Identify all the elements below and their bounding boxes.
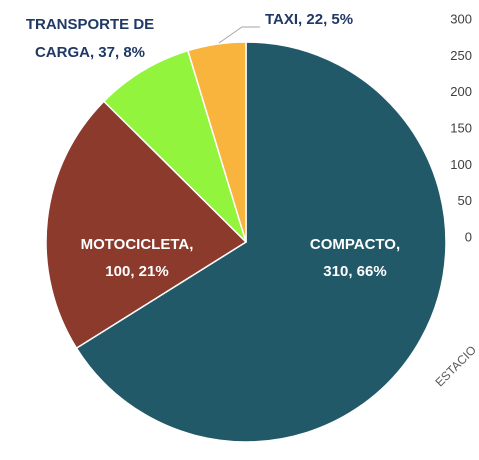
data-label: MOTOCICLETA, xyxy=(81,236,194,253)
pie-slice xyxy=(102,49,247,243)
pie-slice xyxy=(75,41,447,443)
data-label: 100, 21% xyxy=(105,263,168,280)
leader-line xyxy=(218,26,260,44)
data-label: TAXI, 22, 5% xyxy=(265,11,353,28)
data-label: CARGA, 37, 8% xyxy=(35,44,145,61)
y-tick-label: 0 xyxy=(465,229,472,244)
x-tick-label: ESTACIO xyxy=(432,343,479,390)
y-tick-label: 100 xyxy=(450,157,472,172)
pie-slice xyxy=(45,100,248,350)
y-tick-label: 300 xyxy=(450,11,472,26)
y-tick-label: 250 xyxy=(450,48,472,63)
data-label: TRANSPORTE DE xyxy=(26,16,154,33)
data-label: 310, 66% xyxy=(323,263,386,280)
pie-slice xyxy=(186,41,247,243)
y-tick-label: 150 xyxy=(450,120,472,135)
y-tick-label: 200 xyxy=(450,84,472,99)
y-tick-label: 50 xyxy=(458,193,472,208)
data-label: COMPACTO, xyxy=(310,236,400,253)
